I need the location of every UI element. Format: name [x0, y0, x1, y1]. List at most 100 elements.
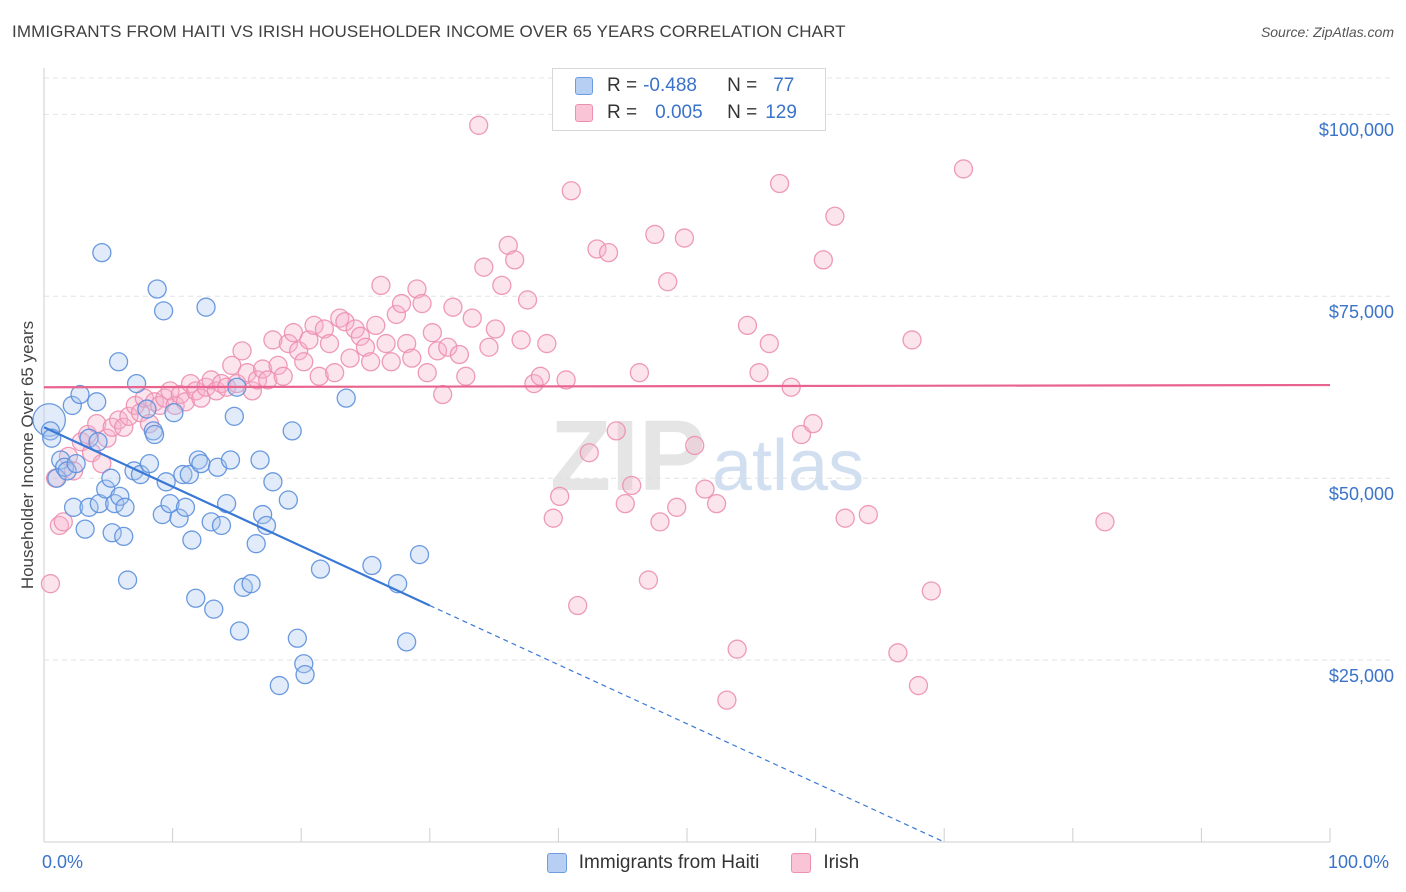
data-point: [391, 293, 412, 314]
data-point: [191, 453, 211, 474]
data-point: [658, 272, 678, 292]
data-point: [319, 333, 340, 354]
data-point: [88, 432, 108, 452]
data-point: [825, 206, 845, 226]
data-point: [511, 330, 531, 350]
data-point: [355, 337, 376, 357]
data-point: [273, 366, 293, 386]
data-point: [263, 472, 283, 492]
data-point: [211, 373, 232, 394]
data-point: [1095, 512, 1115, 532]
data-point: [340, 348, 360, 368]
data-point: [216, 494, 237, 514]
data-point: [953, 159, 974, 179]
data-point: [63, 497, 84, 517]
data-point: [674, 228, 695, 248]
data-point: [224, 406, 244, 426]
data-point: [186, 588, 206, 608]
data-point: [53, 512, 73, 532]
data-point: [114, 417, 134, 437]
data-point: [667, 497, 687, 517]
data-point: [222, 355, 242, 376]
data-point: [474, 257, 494, 277]
data-point: [412, 293, 432, 314]
data-point: [433, 384, 453, 405]
data-point: [119, 406, 139, 426]
data-point: [417, 363, 437, 383]
data-point: [66, 453, 86, 474]
data-point: [268, 355, 288, 376]
data-point: [645, 224, 665, 245]
data-point: [201, 512, 221, 532]
data-point: [685, 435, 705, 456]
data-point: [427, 341, 448, 361]
data-point: [144, 424, 165, 445]
trend-line-irish: [43, 383, 1331, 389]
data-point: [126, 373, 147, 394]
series-irish: [40, 115, 1115, 710]
y-tick-label: $25,000: [1328, 666, 1394, 687]
data-point: [258, 370, 278, 390]
data-point: [164, 403, 184, 423]
data-point: [114, 526, 134, 547]
data-point: [115, 497, 135, 517]
y-tick-label: $100,000: [1318, 120, 1394, 141]
legend-label-irish: Irish: [823, 852, 860, 873]
data-point: [144, 392, 165, 412]
data-point: [204, 599, 224, 619]
series-haiti: [32, 242, 430, 696]
data-point: [232, 341, 252, 361]
trend-lines: [43, 383, 1331, 843]
data-point: [902, 330, 922, 350]
data-point: [485, 319, 506, 339]
data-point: [543, 508, 563, 528]
data-point: [362, 555, 382, 576]
data-point: [241, 574, 261, 594]
series-legend: Immigrants from Haiti Irish: [0, 852, 1406, 874]
data-point: [87, 392, 107, 412]
watermark-atlas: atlas: [712, 426, 864, 506]
data-point: [524, 373, 544, 394]
data-point: [376, 333, 396, 354]
data-point: [397, 632, 417, 652]
data-point: [175, 497, 196, 517]
data-point: [579, 443, 599, 463]
legend-n-value: 129: [765, 102, 797, 123]
data-point: [622, 475, 642, 496]
data-point: [250, 450, 270, 470]
data-point: [598, 242, 619, 263]
data-point: [252, 504, 273, 525]
data-point: [615, 494, 635, 514]
data-point: [769, 173, 790, 194]
data-point: [269, 675, 289, 696]
data-point: [921, 581, 941, 601]
y-tick-label: $75,000: [1328, 302, 1394, 323]
legend-r-value: -0.488: [643, 75, 697, 96]
data-point: [561, 181, 581, 201]
data-point: [314, 319, 334, 339]
legend-r-label: R =: [607, 102, 638, 123]
legend-swatch-blue: [575, 77, 593, 95]
data-point: [182, 530, 202, 550]
data-point: [110, 486, 130, 507]
data-point: [727, 639, 747, 659]
legend-item-irish[interactable]: Irish: [791, 852, 859, 874]
legend-n-label: N =: [727, 75, 758, 96]
data-point: [160, 494, 180, 514]
data-point: [350, 326, 371, 346]
data-point: [371, 275, 391, 296]
data-point: [550, 486, 570, 507]
data-point: [888, 643, 908, 663]
data-point: [309, 366, 329, 386]
data-point: [211, 515, 232, 536]
data-point: [335, 312, 355, 332]
data-point: [108, 352, 129, 372]
data-point: [294, 352, 314, 372]
data-point: [220, 450, 241, 470]
legend-item-haiti[interactable]: Immigrants from Haiti: [546, 852, 759, 874]
data-point: [629, 363, 650, 383]
data-point: [407, 279, 427, 299]
data-point: [75, 519, 95, 539]
data-point: [336, 388, 356, 408]
